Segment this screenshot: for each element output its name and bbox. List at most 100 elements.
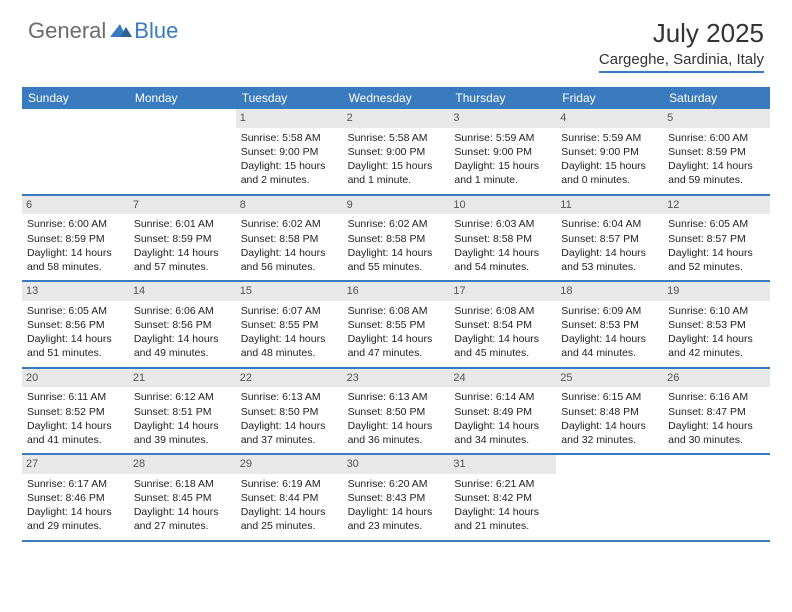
sunset-text: Sunset: 9:00 PM	[454, 145, 551, 159]
day-number: 12	[663, 196, 770, 215]
week-row: 6Sunrise: 6:00 AMSunset: 8:59 PMDaylight…	[22, 196, 770, 283]
day-number: 10	[449, 196, 556, 215]
sunrise-text: Sunrise: 6:21 AM	[454, 477, 551, 491]
day-cell: 5Sunrise: 6:00 AMSunset: 8:59 PMDaylight…	[663, 109, 770, 194]
sunrise-text: Sunrise: 6:02 AM	[348, 217, 445, 231]
daylight-text: Daylight: 14 hours and 47 minutes.	[348, 332, 445, 360]
day-number: 19	[663, 282, 770, 301]
day-cell: 12Sunrise: 6:05 AMSunset: 8:57 PMDayligh…	[663, 196, 770, 281]
day-number: 18	[556, 282, 663, 301]
day-number: 8	[236, 196, 343, 215]
sunset-text: Sunset: 8:55 PM	[348, 318, 445, 332]
day-cell: 8 Sunrise: 6:02 AMSunset: 8:58 PMDaylight…	[236, 196, 343, 281]
sunrise-text: Sunrise: 6:08 AM	[454, 304, 551, 318]
day-header: Wednesday	[343, 87, 450, 109]
sunset-text: Sunset: 8:58 PM	[241, 232, 338, 246]
weeks-container: 1Sunrise: 5:58 AMSunset: 9:00 PMDaylight…	[22, 109, 770, 542]
day-cell: 26 Sunrise: 6:16 AMSunset: 8:47 PMDayligh…	[663, 369, 770, 454]
sunrise-text: Sunrise: 6:01 AM	[134, 217, 231, 231]
daylight-text: Daylight: 14 hours and 32 minutes.	[561, 419, 658, 447]
day-number: 3	[449, 109, 556, 128]
day-number: 25	[556, 369, 663, 388]
day-cell: 7Sunrise: 6:01 AMSunset: 8:59 PMDaylight…	[129, 196, 236, 281]
sunset-text: Sunset: 8:57 PM	[668, 232, 765, 246]
day-cell: 29Sunrise: 6:19 AMSunset: 8:44 PMDayligh…	[236, 455, 343, 540]
sunrise-text: Sunrise: 6:05 AM	[668, 217, 765, 231]
day-number: 14	[129, 282, 236, 301]
daylight-text: Daylight: 14 hours and 56 minutes.	[241, 246, 338, 274]
day-cell: 28Sunrise: 6:18 AMSunset: 8:45 PMDayligh…	[129, 455, 236, 540]
day-headers: SundayMondayTuesdayWednesdayThursdayFrid…	[22, 87, 770, 109]
day-cell: 14Sunrise: 6:06 AMSunset: 8:56 PMDayligh…	[129, 282, 236, 367]
day-header: Thursday	[449, 87, 556, 109]
sunset-text: Sunset: 8:47 PM	[668, 405, 765, 419]
day-cell: 9Sunrise: 6:02 AMSunset: 8:58 PMDaylight…	[343, 196, 450, 281]
daylight-text: Daylight: 14 hours and 27 minutes.	[134, 505, 231, 533]
sunrise-text: Sunrise: 6:11 AM	[27, 390, 124, 404]
day-cell: 17Sunrise: 6:08 AMSunset: 8:54 PMDayligh…	[449, 282, 556, 367]
week-row: 20Sunrise: 6:11 AMSunset: 8:52 PMDayligh…	[22, 369, 770, 456]
day-number: 31	[449, 455, 556, 474]
daylight-text: Daylight: 14 hours and 37 minutes.	[241, 419, 338, 447]
sunrise-text: Sunrise: 6:10 AM	[668, 304, 765, 318]
day-number: 30	[343, 455, 450, 474]
day-cell: 4 Sunrise: 5:59 AMSunset: 9:00 PMDaylight…	[556, 109, 663, 194]
day-number: 9	[343, 196, 450, 215]
day-number: 2	[343, 109, 450, 128]
month-title: July 2025	[599, 18, 764, 49]
day-header: Monday	[129, 87, 236, 109]
day-number: 26	[663, 369, 770, 388]
daylight-text: Daylight: 15 hours and 0 minutes.	[561, 159, 658, 187]
sunrise-text: Sunrise: 6:04 AM	[561, 217, 658, 231]
sunset-text: Sunset: 8:57 PM	[561, 232, 658, 246]
sunrise-text: Sunrise: 5:59 AM	[561, 131, 658, 145]
day-cell: 11Sunrise: 6:04 AMSunset: 8:57 PMDayligh…	[556, 196, 663, 281]
sunrise-text: Sunrise: 6:15 AM	[561, 390, 658, 404]
sunrise-text: Sunrise: 5:58 AM	[348, 131, 445, 145]
day-cell: 15Sunrise: 6:07 AMSunset: 8:55 PMDayligh…	[236, 282, 343, 367]
daylight-text: Daylight: 14 hours and 57 minutes.	[134, 246, 231, 274]
daylight-text: Daylight: 14 hours and 53 minutes.	[561, 246, 658, 274]
sunset-text: Sunset: 8:58 PM	[348, 232, 445, 246]
sunrise-text: Sunrise: 6:03 AM	[454, 217, 551, 231]
day-cell: 27Sunrise: 6:17 AMSunset: 8:46 PMDayligh…	[22, 455, 129, 540]
sunrise-text: Sunrise: 6:00 AM	[668, 131, 765, 145]
sunrise-text: Sunrise: 6:05 AM	[27, 304, 124, 318]
daylight-text: Daylight: 14 hours and 29 minutes.	[27, 505, 124, 533]
day-number: 20	[22, 369, 129, 388]
sunrise-text: Sunrise: 6:16 AM	[668, 390, 765, 404]
daylight-text: Daylight: 14 hours and 41 minutes.	[27, 419, 124, 447]
daylight-text: Daylight: 14 hours and 42 minutes.	[668, 332, 765, 360]
daylight-text: Daylight: 14 hours and 30 minutes.	[668, 419, 765, 447]
day-number: 4	[556, 109, 663, 128]
logo: General Blue	[28, 18, 178, 44]
day-cell: 31Sunrise: 6:21 AMSunset: 8:42 PMDayligh…	[449, 455, 556, 540]
sunset-text: Sunset: 9:00 PM	[241, 145, 338, 159]
daylight-text: Daylight: 14 hours and 36 minutes.	[348, 419, 445, 447]
sunrise-text: Sunrise: 6:07 AM	[241, 304, 338, 318]
day-number: 22	[236, 369, 343, 388]
sunrise-text: Sunrise: 6:02 AM	[241, 217, 338, 231]
day-cell: 23Sunrise: 6:13 AMSunset: 8:50 PMDayligh…	[343, 369, 450, 454]
day-cell: 20Sunrise: 6:11 AMSunset: 8:52 PMDayligh…	[22, 369, 129, 454]
sunset-text: Sunset: 8:59 PM	[668, 145, 765, 159]
day-number: 7	[129, 196, 236, 215]
sunset-text: Sunset: 8:59 PM	[27, 232, 124, 246]
sunset-text: Sunset: 8:53 PM	[561, 318, 658, 332]
day-number: 27	[22, 455, 129, 474]
sunset-text: Sunset: 8:54 PM	[454, 318, 551, 332]
day-cell: 1Sunrise: 5:58 AMSunset: 9:00 PMDaylight…	[236, 109, 343, 194]
daylight-text: Daylight: 14 hours and 49 minutes.	[134, 332, 231, 360]
empty-cell	[556, 455, 663, 540]
day-cell: 6Sunrise: 6:00 AMSunset: 8:59 PMDaylight…	[22, 196, 129, 281]
day-cell: 30Sunrise: 6:20 AMSunset: 8:43 PMDayligh…	[343, 455, 450, 540]
day-cell: 18Sunrise: 6:09 AMSunset: 8:53 PMDayligh…	[556, 282, 663, 367]
day-cell: 16Sunrise: 6:08 AMSunset: 8:55 PMDayligh…	[343, 282, 450, 367]
logo-text-blue: Blue	[134, 18, 178, 44]
title-block: July 2025 Cargeghe, Sardinia, Italy	[599, 18, 764, 73]
daylight-text: Daylight: 14 hours and 58 minutes.	[27, 246, 124, 274]
header: General Blue July 2025 Cargeghe, Sardini…	[0, 0, 792, 81]
sunset-text: Sunset: 8:53 PM	[668, 318, 765, 332]
sunset-text: Sunset: 9:00 PM	[561, 145, 658, 159]
day-cell: 3Sunrise: 5:59 AMSunset: 9:00 PMDaylight…	[449, 109, 556, 194]
